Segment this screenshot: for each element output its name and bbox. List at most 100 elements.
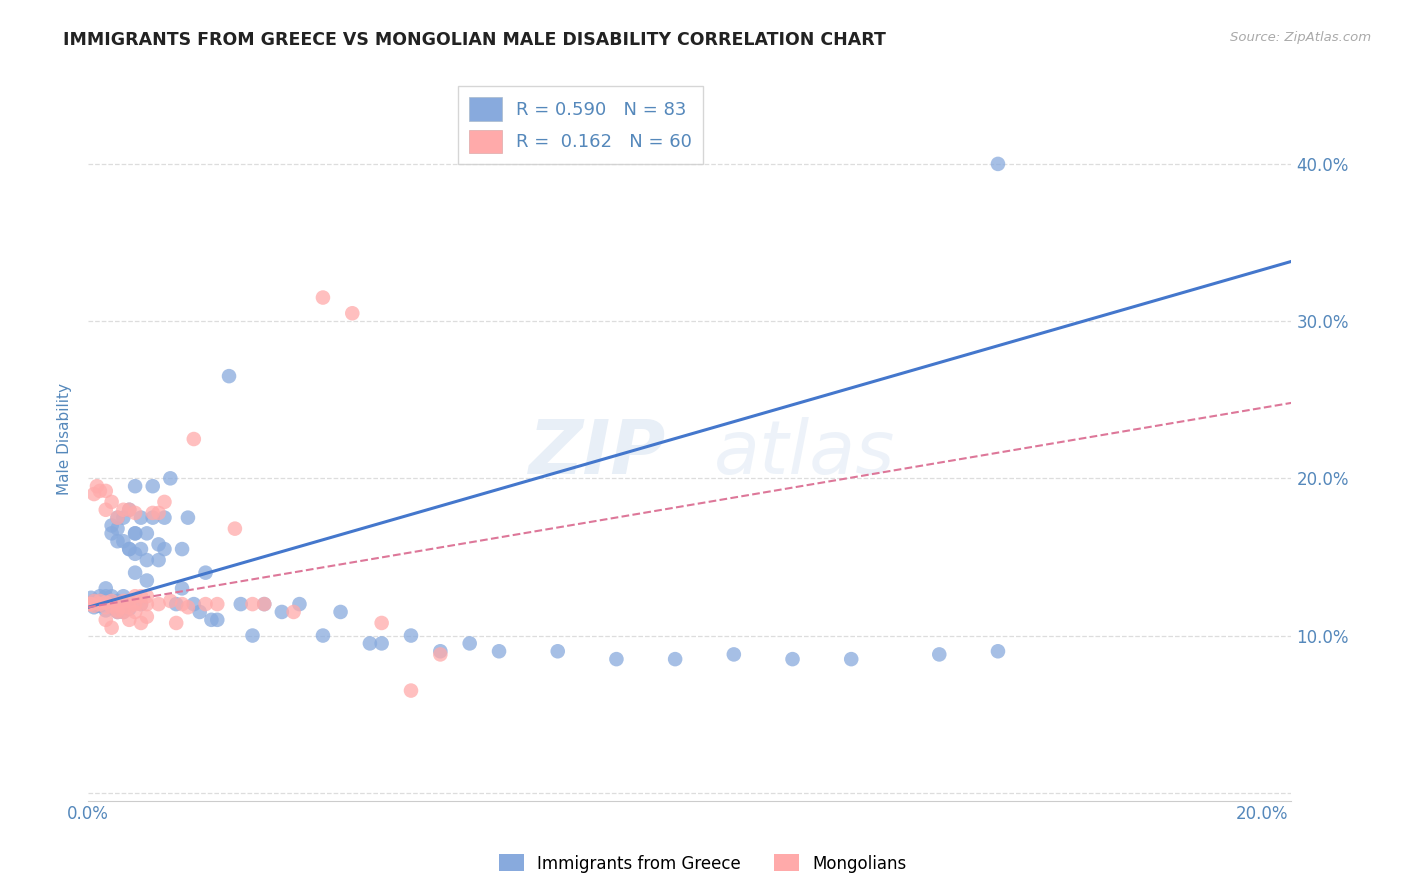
Point bbox=[723, 648, 745, 662]
Point bbox=[118, 502, 141, 516]
Point bbox=[242, 597, 264, 611]
Point bbox=[782, 652, 804, 666]
Point bbox=[89, 589, 111, 603]
Point bbox=[329, 605, 352, 619]
Point bbox=[89, 599, 111, 613]
Point bbox=[135, 574, 157, 588]
Point bbox=[83, 600, 105, 615]
Point bbox=[118, 594, 141, 608]
Point bbox=[148, 537, 170, 551]
Point bbox=[107, 605, 129, 619]
Point bbox=[129, 615, 152, 630]
Point bbox=[83, 599, 105, 613]
Point bbox=[170, 582, 193, 596]
Point bbox=[429, 644, 451, 658]
Text: atlas: atlas bbox=[714, 417, 896, 490]
Point bbox=[177, 600, 200, 615]
Point bbox=[664, 652, 686, 666]
Point bbox=[399, 683, 422, 698]
Point bbox=[288, 597, 311, 611]
Point bbox=[124, 566, 146, 580]
Point bbox=[124, 589, 146, 603]
Point bbox=[124, 506, 146, 520]
Point bbox=[118, 502, 141, 516]
Point bbox=[107, 594, 129, 608]
Point bbox=[107, 522, 129, 536]
Point bbox=[218, 369, 240, 384]
Point bbox=[94, 582, 117, 596]
Point bbox=[112, 534, 135, 549]
Point bbox=[342, 306, 364, 320]
Point bbox=[112, 600, 135, 615]
Point bbox=[100, 600, 122, 615]
Y-axis label: Male Disability: Male Disability bbox=[58, 383, 72, 495]
Point bbox=[142, 510, 165, 524]
Point bbox=[547, 644, 569, 658]
Point bbox=[200, 613, 222, 627]
Point bbox=[170, 542, 193, 557]
Point bbox=[100, 495, 122, 509]
Point bbox=[148, 597, 170, 611]
Legend: Immigrants from Greece, Mongolians: Immigrants from Greece, Mongolians bbox=[492, 847, 914, 880]
Legend: R = 0.590   N = 83, R =  0.162   N = 60: R = 0.590 N = 83, R = 0.162 N = 60 bbox=[458, 87, 703, 163]
Point bbox=[135, 526, 157, 541]
Point bbox=[86, 599, 108, 613]
Point bbox=[142, 479, 165, 493]
Point bbox=[229, 597, 252, 611]
Point bbox=[153, 495, 176, 509]
Point bbox=[124, 526, 146, 541]
Point bbox=[359, 636, 381, 650]
Point bbox=[118, 594, 141, 608]
Point bbox=[89, 597, 111, 611]
Point bbox=[312, 291, 335, 305]
Point bbox=[488, 644, 510, 658]
Point bbox=[458, 636, 481, 650]
Point bbox=[839, 652, 862, 666]
Text: Source: ZipAtlas.com: Source: ZipAtlas.com bbox=[1230, 31, 1371, 45]
Point bbox=[124, 547, 146, 561]
Point bbox=[148, 553, 170, 567]
Point bbox=[100, 600, 122, 615]
Point bbox=[129, 597, 152, 611]
Point bbox=[100, 526, 122, 541]
Point bbox=[207, 597, 229, 611]
Point bbox=[129, 510, 152, 524]
Point bbox=[159, 471, 181, 485]
Point bbox=[124, 605, 146, 619]
Point bbox=[183, 432, 205, 446]
Point bbox=[135, 589, 157, 603]
Point bbox=[118, 542, 141, 557]
Point bbox=[987, 644, 1010, 658]
Point bbox=[253, 597, 276, 611]
Point bbox=[94, 603, 117, 617]
Point bbox=[135, 553, 157, 567]
Point bbox=[94, 589, 117, 603]
Point bbox=[100, 589, 122, 603]
Point bbox=[194, 597, 217, 611]
Point bbox=[283, 605, 305, 619]
Point bbox=[107, 510, 129, 524]
Point bbox=[170, 597, 193, 611]
Point bbox=[100, 621, 122, 635]
Point bbox=[83, 594, 105, 608]
Point bbox=[124, 479, 146, 493]
Point bbox=[118, 613, 141, 627]
Point bbox=[183, 597, 205, 611]
Point bbox=[129, 589, 152, 603]
Point bbox=[112, 594, 135, 608]
Point bbox=[429, 648, 451, 662]
Text: ZIP: ZIP bbox=[529, 417, 665, 490]
Point bbox=[94, 613, 117, 627]
Point bbox=[83, 594, 105, 608]
Point bbox=[370, 636, 392, 650]
Point bbox=[112, 589, 135, 603]
Point bbox=[86, 479, 108, 493]
Point bbox=[188, 605, 211, 619]
Point bbox=[94, 595, 117, 609]
Point bbox=[177, 510, 200, 524]
Point bbox=[165, 615, 187, 630]
Point bbox=[94, 483, 117, 498]
Point bbox=[224, 522, 246, 536]
Point bbox=[370, 615, 392, 630]
Point bbox=[89, 594, 111, 608]
